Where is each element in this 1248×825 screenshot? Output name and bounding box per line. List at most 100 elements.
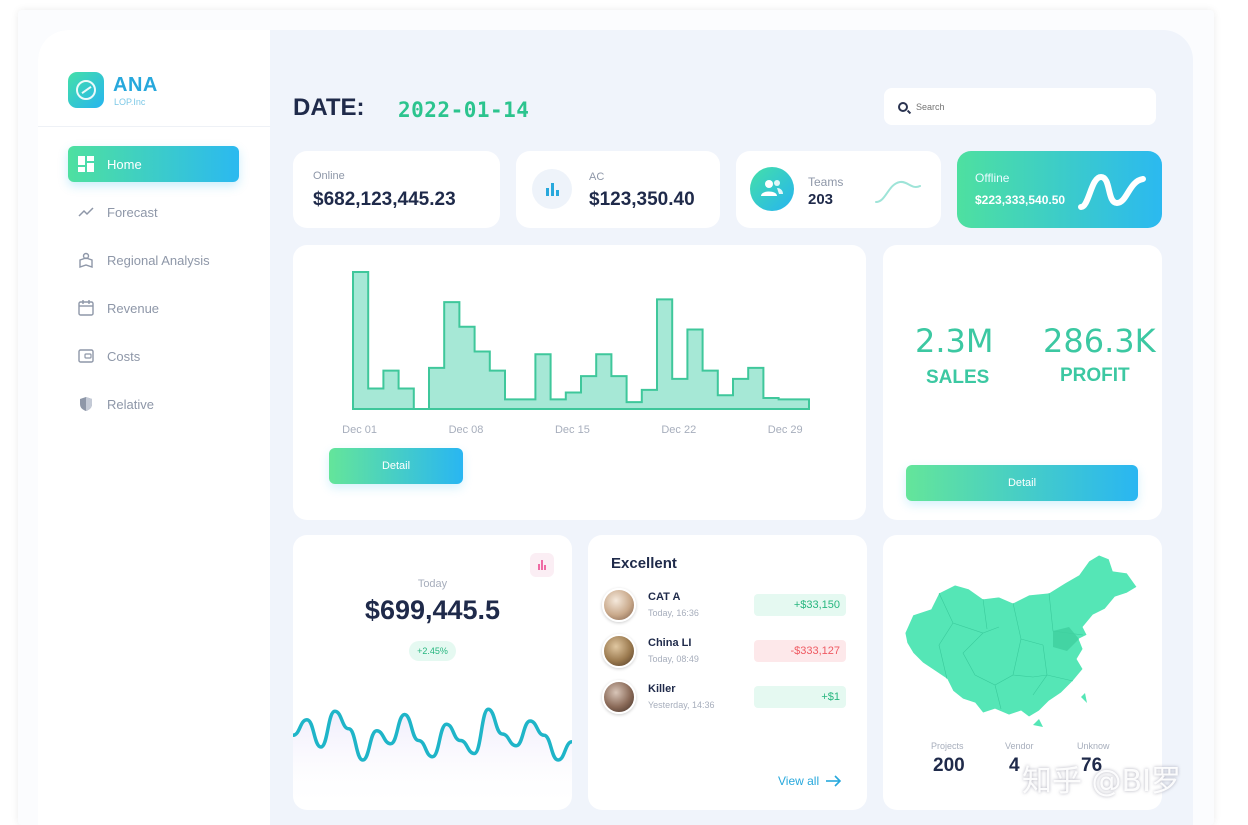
step-bar[interactable] bbox=[551, 399, 566, 409]
step-bar[interactable] bbox=[748, 368, 763, 409]
search-box[interactable] bbox=[884, 88, 1156, 125]
step-bar[interactable] bbox=[383, 371, 398, 409]
step-bar[interactable] bbox=[611, 376, 626, 409]
step-bar[interactable] bbox=[490, 371, 505, 409]
step-chart-card: Dec 01 Dec 08 Dec 15 Dec 22 Dec 29 Detail bbox=[293, 245, 866, 520]
step-bar[interactable] bbox=[429, 368, 444, 409]
offline-value: $223,333,540.50 bbox=[975, 193, 1066, 207]
offline-title: Offline bbox=[975, 171, 1010, 185]
step-bar[interactable] bbox=[672, 379, 687, 409]
china-map[interactable] bbox=[883, 535, 1162, 735]
step-bar[interactable] bbox=[399, 388, 414, 409]
view-all-label: View all bbox=[778, 774, 820, 788]
sidebar-item-revenue[interactable]: Revenue bbox=[68, 290, 239, 326]
x-tick-label: Dec 29 bbox=[768, 424, 803, 436]
dashboard-app: ANA LOP.Inc Home Forecast Regional Analy… bbox=[38, 30, 1193, 825]
step-bar[interactable] bbox=[353, 272, 368, 409]
step-bar[interactable] bbox=[520, 399, 535, 409]
offline-card: Offline $223,333,540.50 bbox=[957, 151, 1162, 228]
search-icon bbox=[898, 101, 908, 112]
transaction-row[interactable]: CAT A Today, 16:36 +$33,150 bbox=[602, 588, 847, 628]
online-value: $682,123,445.23 bbox=[313, 189, 456, 210]
calendar-icon bbox=[78, 300, 94, 316]
avatar bbox=[602, 680, 636, 714]
wave-line bbox=[293, 707, 572, 762]
ac-card: AC $123,350.40 bbox=[516, 151, 720, 228]
today-wave-chart bbox=[293, 707, 572, 810]
transaction-row[interactable]: Killer Yesterday, 14:36 +$1 bbox=[602, 680, 847, 720]
projects-label: Projects bbox=[931, 741, 964, 751]
brand-name: ANA bbox=[113, 74, 158, 96]
sales-label: SALES bbox=[926, 367, 990, 388]
step-bar[interactable] bbox=[475, 351, 490, 409]
step-bar[interactable] bbox=[642, 390, 657, 409]
step-bar[interactable] bbox=[535, 354, 550, 409]
teams-icon-circle bbox=[750, 167, 794, 211]
step-bar[interactable] bbox=[687, 330, 702, 409]
transaction-time: Today, 16:36 bbox=[648, 608, 699, 618]
vendor-label: Vendor bbox=[1005, 741, 1034, 751]
x-tick-label: Dec 15 bbox=[555, 424, 590, 436]
chart-detail-button[interactable]: Detail bbox=[329, 448, 463, 484]
transaction-row[interactable]: China LI Today, 08:49 -$333,127 bbox=[602, 634, 847, 674]
bar-chart-icon bbox=[546, 183, 559, 196]
ac-value: $123,350.40 bbox=[589, 189, 695, 210]
sidebar-item-forecast[interactable]: Forecast bbox=[68, 194, 239, 230]
step-bar[interactable] bbox=[368, 388, 383, 409]
online-title: Online bbox=[313, 170, 345, 182]
date-label: DATE: bbox=[293, 94, 365, 121]
sidebar-item-home[interactable]: Home bbox=[68, 146, 239, 182]
step-bar[interactable] bbox=[505, 399, 520, 409]
teams-title: Teams bbox=[808, 175, 844, 189]
today-label: Today bbox=[417, 578, 448, 590]
step-bar[interactable] bbox=[733, 379, 748, 409]
kpi-detail-button[interactable]: Detail bbox=[906, 465, 1138, 501]
step-bar[interactable] bbox=[566, 393, 581, 409]
transaction-amount: +$1 bbox=[754, 686, 846, 708]
transaction-amount: +$33,150 bbox=[754, 594, 846, 616]
sidebar-item-relative[interactable]: Relative bbox=[68, 386, 239, 422]
today-card: Today $699,445.5 +2.45% bbox=[293, 535, 572, 810]
sidebar-item-costs[interactable]: Costs bbox=[68, 338, 239, 374]
sidebar-item-label: Costs bbox=[107, 348, 141, 364]
profit-value: 286.3K bbox=[1043, 322, 1156, 360]
chart-toggle-button[interactable] bbox=[530, 553, 554, 577]
unknow-label: Unknow bbox=[1077, 741, 1110, 751]
watermark: 知乎 @BI罗 bbox=[1022, 764, 1181, 799]
step-bar[interactable] bbox=[703, 371, 718, 409]
location-icon bbox=[78, 252, 94, 268]
projects-value: 200 bbox=[933, 755, 965, 776]
transaction-name: China LI bbox=[648, 637, 692, 649]
sidebar-item-label: Regional Analysis bbox=[107, 252, 210, 268]
step-bar[interactable] bbox=[627, 402, 642, 409]
step-bar[interactable] bbox=[657, 299, 672, 409]
vendor-value: 4 bbox=[1009, 755, 1020, 776]
x-tick-label: Dec 08 bbox=[449, 424, 484, 436]
step-bar[interactable] bbox=[718, 395, 733, 409]
view-all-link[interactable]: View all bbox=[778, 774, 843, 788]
search-input[interactable] bbox=[916, 101, 1116, 112]
step-bar[interactable] bbox=[596, 354, 611, 409]
step-bar[interactable] bbox=[763, 398, 778, 409]
dashboard-icon bbox=[78, 156, 94, 172]
arrow-right-icon bbox=[826, 775, 842, 787]
avatar bbox=[602, 588, 636, 622]
sidebar-divider bbox=[38, 126, 270, 127]
step-bar[interactable] bbox=[444, 302, 459, 409]
step-bar[interactable] bbox=[459, 327, 474, 409]
x-tick-label: Dec 22 bbox=[661, 424, 696, 436]
transaction-time: Today, 08:49 bbox=[648, 654, 699, 664]
step-area-series bbox=[352, 271, 810, 410]
x-tick-label: Dec 01 bbox=[342, 424, 377, 436]
today-change-badge: +2.45% bbox=[409, 641, 456, 661]
excellent-card: Excellent CAT A Today, 16:36 +$33,150 Ch… bbox=[588, 535, 867, 810]
step-bar[interactable] bbox=[581, 376, 596, 409]
step-bar[interactable] bbox=[779, 399, 794, 409]
logo[interactable] bbox=[68, 72, 104, 108]
step-bar[interactable] bbox=[794, 399, 809, 409]
sidebar-item-regional-analysis[interactable]: Regional Analysis bbox=[68, 242, 239, 278]
map-card: Projects 200 Vendor 4 Unknow 76 bbox=[883, 535, 1162, 810]
bar-chart-icon bbox=[538, 560, 546, 570]
sidebar-item-label: Home bbox=[107, 156, 142, 172]
wallet-icon bbox=[78, 348, 94, 364]
